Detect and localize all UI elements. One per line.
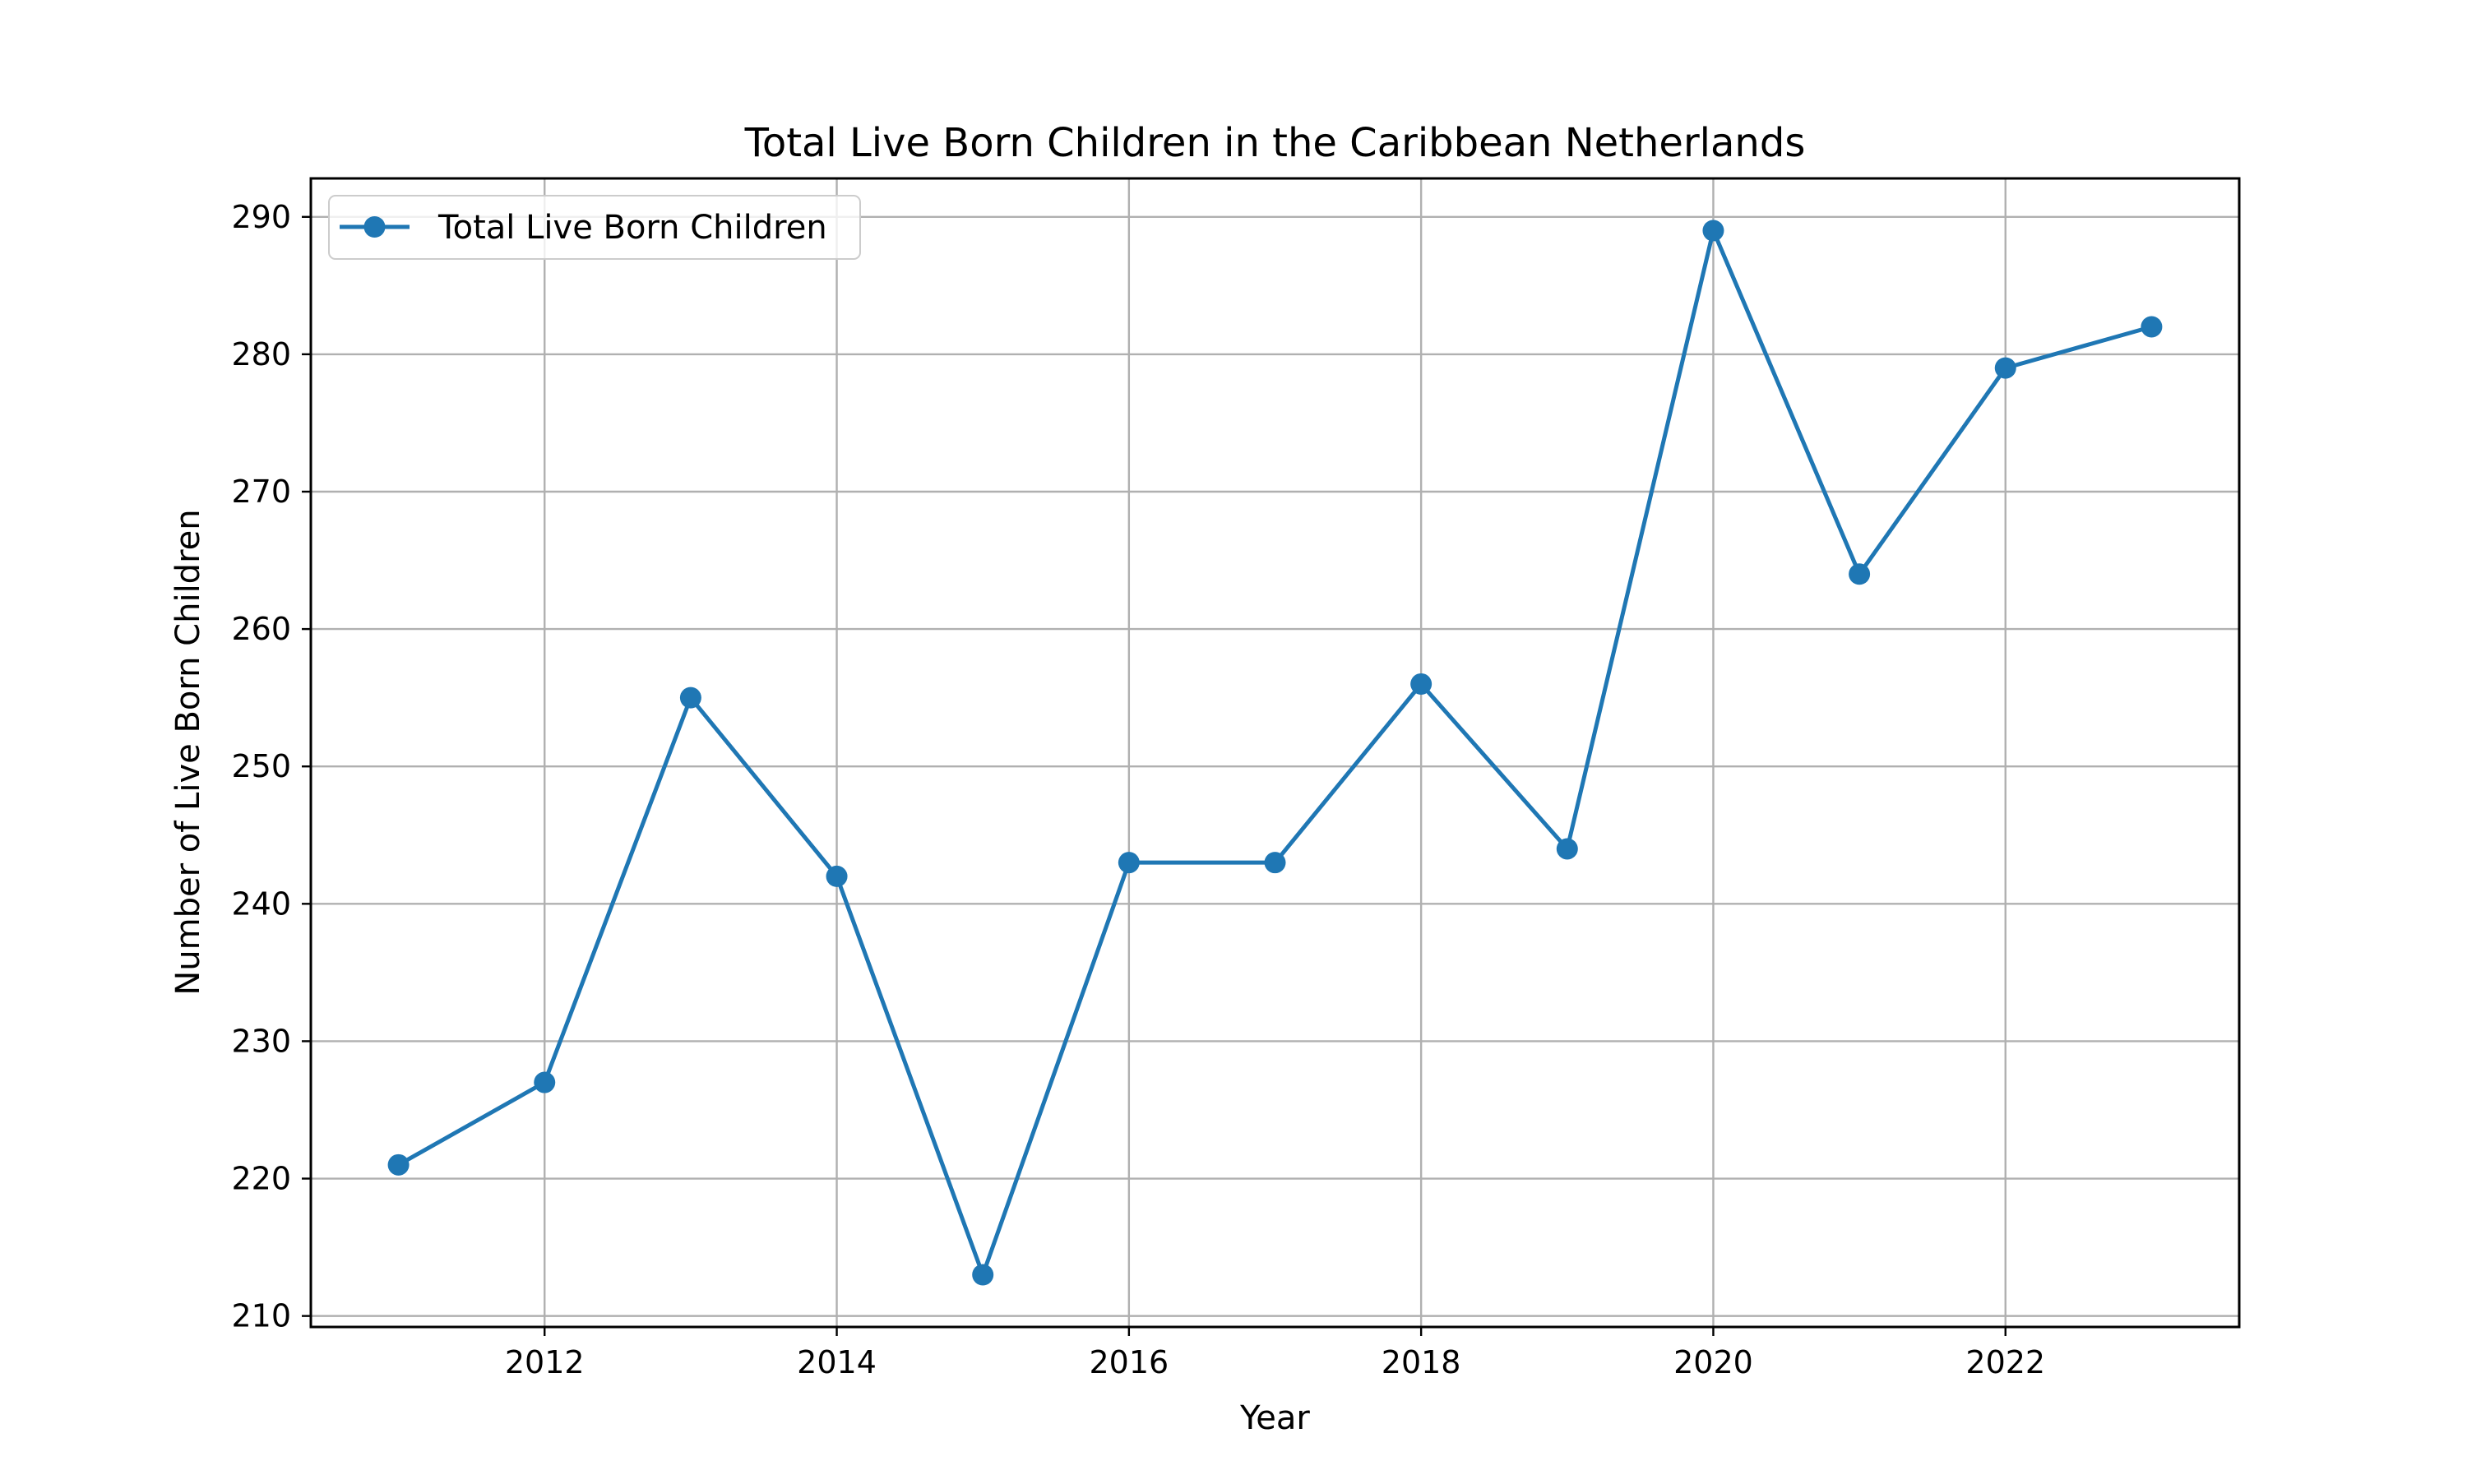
chart-title: Total Live Born Children in the Caribbea… <box>744 120 1806 166</box>
data-point <box>1702 220 1724 242</box>
plot-area-frame <box>309 177 2241 1329</box>
y-tick-label: 250 <box>231 748 291 784</box>
x-tick-label: 2018 <box>1382 1344 1461 1380</box>
grid <box>311 178 2239 1327</box>
y-axis-label: Number of Live Born Children <box>169 509 207 995</box>
data-point <box>1849 563 1871 585</box>
y-tick-label: 260 <box>231 611 291 647</box>
data-point <box>679 687 701 709</box>
data-point <box>1556 838 1578 860</box>
data-point <box>826 865 848 887</box>
y-tick-label: 210 <box>231 1298 291 1334</box>
y-tick-label: 270 <box>231 474 291 510</box>
y-tick-label: 220 <box>231 1161 291 1197</box>
data-point <box>972 1264 994 1286</box>
ticks: 2012 2014 2016 2018 2020 2022 210 220 230 240 250 2… <box>231 199 2045 1380</box>
data-point <box>2141 316 2163 338</box>
x-tick-label: 2014 <box>797 1344 877 1380</box>
data-point <box>1410 673 1433 695</box>
data-point <box>1264 852 1286 874</box>
series-layer <box>387 220 2163 1286</box>
y-tick-label: 280 <box>231 336 291 372</box>
x-tick-label: 2020 <box>1673 1344 1753 1380</box>
y-tick-label: 290 <box>231 199 291 235</box>
legend-label: Total Live Born Children <box>437 209 827 247</box>
x-tick-label: 2016 <box>1089 1344 1169 1380</box>
data-point <box>534 1071 556 1093</box>
y-tick-label: 230 <box>231 1023 291 1059</box>
legend: Total Live Born Children <box>328 195 861 260</box>
x-axis-label: Year <box>1239 1399 1310 1437</box>
data-point <box>1994 357 2016 379</box>
data-point <box>387 1153 410 1176</box>
y-tick-label: 240 <box>231 885 291 922</box>
x-tick-label: 2022 <box>1965 1344 2045 1380</box>
data-point <box>1118 852 1140 874</box>
x-tick-label: 2012 <box>505 1344 585 1380</box>
legend-marker-icon <box>363 216 386 238</box>
legend-box <box>328 195 861 260</box>
